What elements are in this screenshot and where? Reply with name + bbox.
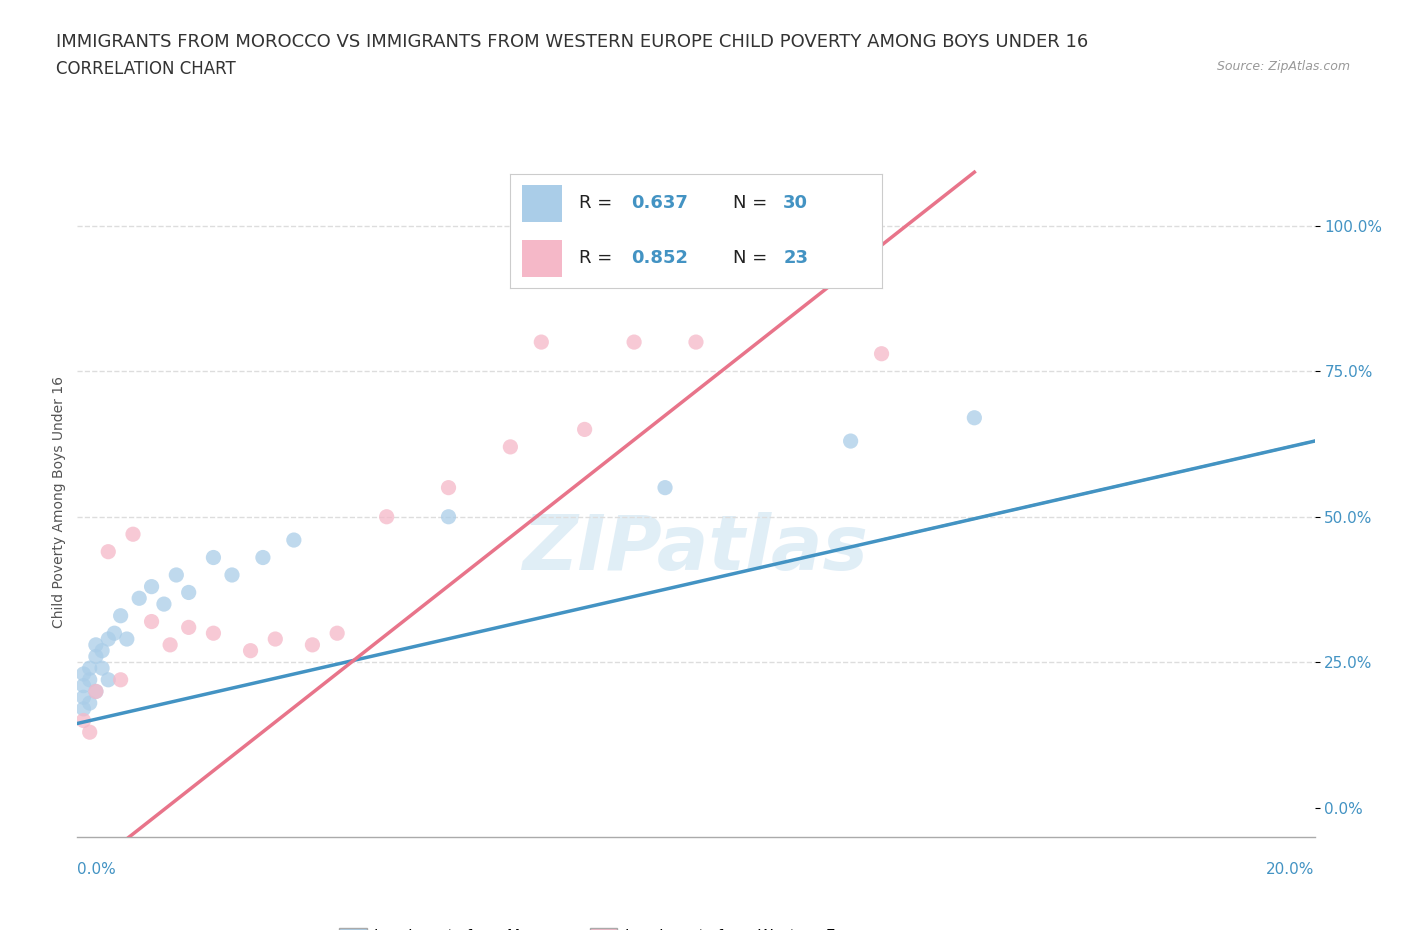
Point (202, 550, 225, 565)
Point (159, 637, 181, 652)
Point (177, 620, 200, 635)
Point (110, 608, 132, 623)
Text: 0.0%: 0.0% (77, 862, 117, 877)
Point (97, 631, 120, 646)
Point (165, 567, 187, 582)
Point (375, 510, 398, 525)
Point (141, 614, 163, 629)
Text: Source: ZipAtlas.com: Source: ZipAtlas.com (1216, 60, 1350, 73)
Point (301, 637, 323, 652)
Point (72, 701, 94, 716)
Point (839, 433, 862, 448)
Point (115, 631, 138, 646)
Point (79, 724, 101, 739)
Text: ZIPatlas: ZIPatlas (523, 512, 869, 586)
Point (128, 591, 150, 605)
Point (72, 678, 94, 693)
Point (97, 672, 120, 687)
Point (84, 637, 107, 652)
Point (91, 660, 114, 675)
Point (177, 585, 200, 600)
Point (153, 597, 176, 612)
Point (110, 672, 132, 687)
Point (72, 690, 94, 705)
Point (326, 626, 349, 641)
Point (79, 672, 101, 687)
Point (530, 335, 553, 350)
Legend: Immigrants from Morocco, Immigrants from Western Europe: Immigrants from Morocco, Immigrants from… (333, 922, 886, 930)
Point (283, 533, 305, 548)
Point (141, 579, 163, 594)
Point (623, 335, 645, 350)
Point (84, 649, 107, 664)
Point (239, 644, 262, 658)
Point (97, 544, 120, 559)
Point (963, 410, 986, 425)
Point (103, 626, 125, 641)
Point (84, 684, 107, 698)
Point (202, 626, 225, 641)
Text: 20.0%: 20.0% (1267, 862, 1315, 877)
Point (84, 684, 107, 698)
Point (72, 667, 94, 682)
Point (72, 713, 94, 728)
Point (778, 219, 800, 233)
Point (91, 644, 114, 658)
Point (499, 440, 522, 455)
Point (264, 631, 287, 646)
Text: IMMIGRANTS FROM MOROCCO VS IMMIGRANTS FROM WESTERN EUROPE CHILD POVERTY AMONG BO: IMMIGRANTS FROM MOROCCO VS IMMIGRANTS FR… (56, 33, 1088, 50)
Point (79, 696, 101, 711)
Y-axis label: Child Poverty Among Boys Under 16: Child Poverty Among Boys Under 16 (52, 377, 66, 628)
Point (122, 526, 145, 541)
Point (252, 550, 274, 565)
Point (437, 480, 460, 495)
Point (437, 510, 460, 525)
Point (870, 346, 893, 361)
Point (654, 480, 676, 495)
Text: CORRELATION CHART: CORRELATION CHART (56, 60, 236, 78)
Point (574, 422, 596, 437)
Point (79, 660, 101, 675)
Point (221, 567, 243, 582)
Point (685, 335, 707, 350)
